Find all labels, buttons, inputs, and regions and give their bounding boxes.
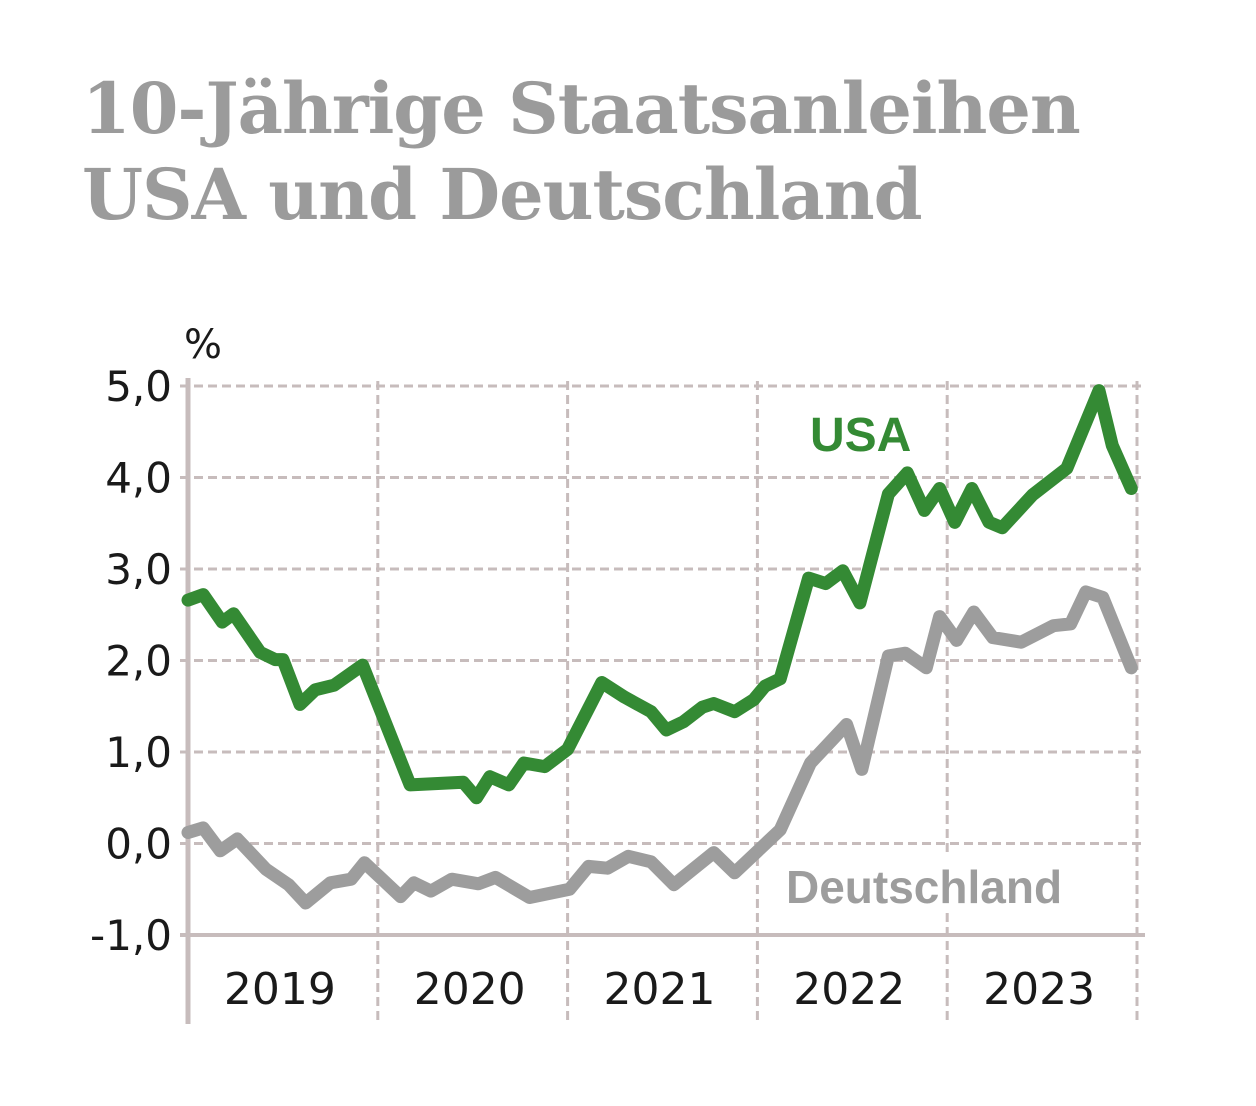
grid	[180, 381, 1141, 1022]
x-tick-label: 2023	[983, 964, 1095, 1015]
deutschland-label-background	[782, 856, 1080, 912]
y-tick-label: 4,0	[105, 454, 172, 503]
x-tick-label: 2022	[793, 964, 905, 1015]
axes	[180, 378, 1145, 1024]
y-tick-label: -1,0	[90, 911, 172, 960]
x-tick-label: 2019	[224, 964, 336, 1015]
series-lines	[181, 384, 1138, 910]
y-axis-ticks: 5,0 4,0 3,0 2,0 1,0 0,0 -1,0	[90, 362, 172, 960]
y-axis-unit-label: %	[184, 322, 222, 368]
y-tick-label: 0,0	[105, 820, 172, 869]
y-tick-label: 5,0	[105, 362, 172, 411]
series-label-usa: USA	[810, 409, 911, 462]
series-label-deutschland: Deutschland	[786, 861, 1062, 913]
x-tick-label: 2021	[604, 964, 716, 1015]
x-axis-ticks: 2019 2020 2021 2022 2023	[224, 964, 1095, 1015]
chart-title-line-2: USA und Deutschland	[82, 153, 923, 236]
chart-title-line-1: 10-Jährige Staatsanleihen	[82, 67, 1081, 150]
series-line-deutschland	[181, 585, 1138, 910]
y-tick-label: 3,0	[105, 545, 172, 594]
series-line-usa	[181, 384, 1138, 805]
chart-title: 10-Jährige Staatsanleihen USA und Deutsc…	[82, 66, 1081, 238]
y-tick-label: 2,0	[105, 637, 172, 686]
x-tick-label: 2020	[414, 964, 526, 1015]
y-tick-label: 1,0	[105, 728, 172, 777]
